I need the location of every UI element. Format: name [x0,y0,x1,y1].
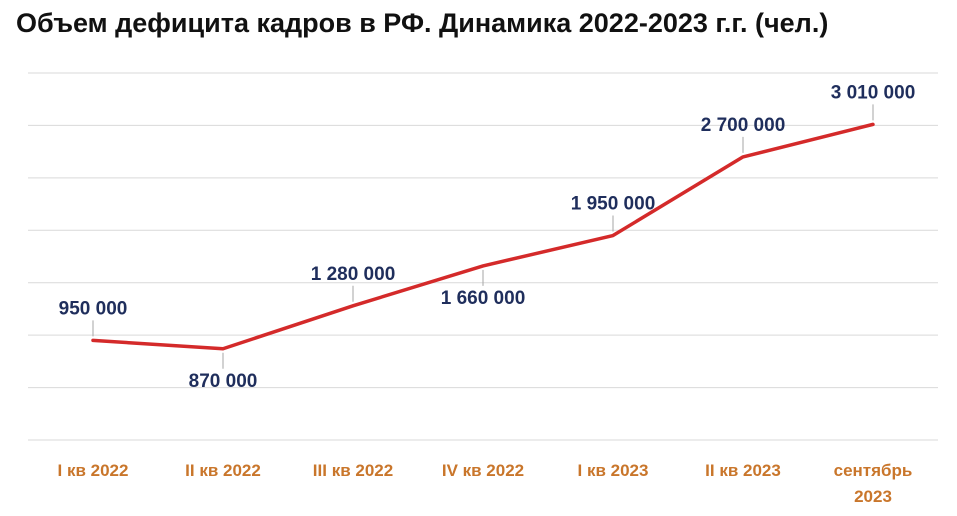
x-tick-label: II кв 2022 [185,461,261,480]
x-tick-label: IV кв 2022 [442,461,524,480]
data-label: 1 660 000 [441,288,526,309]
x-tick-label: II кв 2023 [705,461,781,480]
data-labels: 950 000 870 000 1 280 000 1 660 000 1 950 00… [59,82,916,391]
x-tick-label: III кв 2022 [313,461,393,480]
label-leaders [92,104,874,369]
data-label: 870 000 [189,371,258,392]
chart-title: Объем дефицита кадров в РФ. Динамика 202… [16,8,829,38]
series-layer [91,122,875,351]
data-label: 1 280 000 [311,264,396,285]
data-label: 3 010 000 [831,82,916,103]
grid-lines [28,72,938,441]
data-label: 2 700 000 [701,115,786,136]
data-label: 1 950 000 [571,194,656,215]
x-tick-label: I кв 2022 [58,461,129,480]
x-tick-label: сентябрь 2023 [834,461,913,506]
x-tick-label: I кв 2023 [578,461,649,480]
x-axis-labels: I кв 2022 II кв 2022 III кв 2022 IV кв 2022… [58,461,913,506]
series-line [91,122,875,351]
data-label: 950 000 [59,298,128,319]
